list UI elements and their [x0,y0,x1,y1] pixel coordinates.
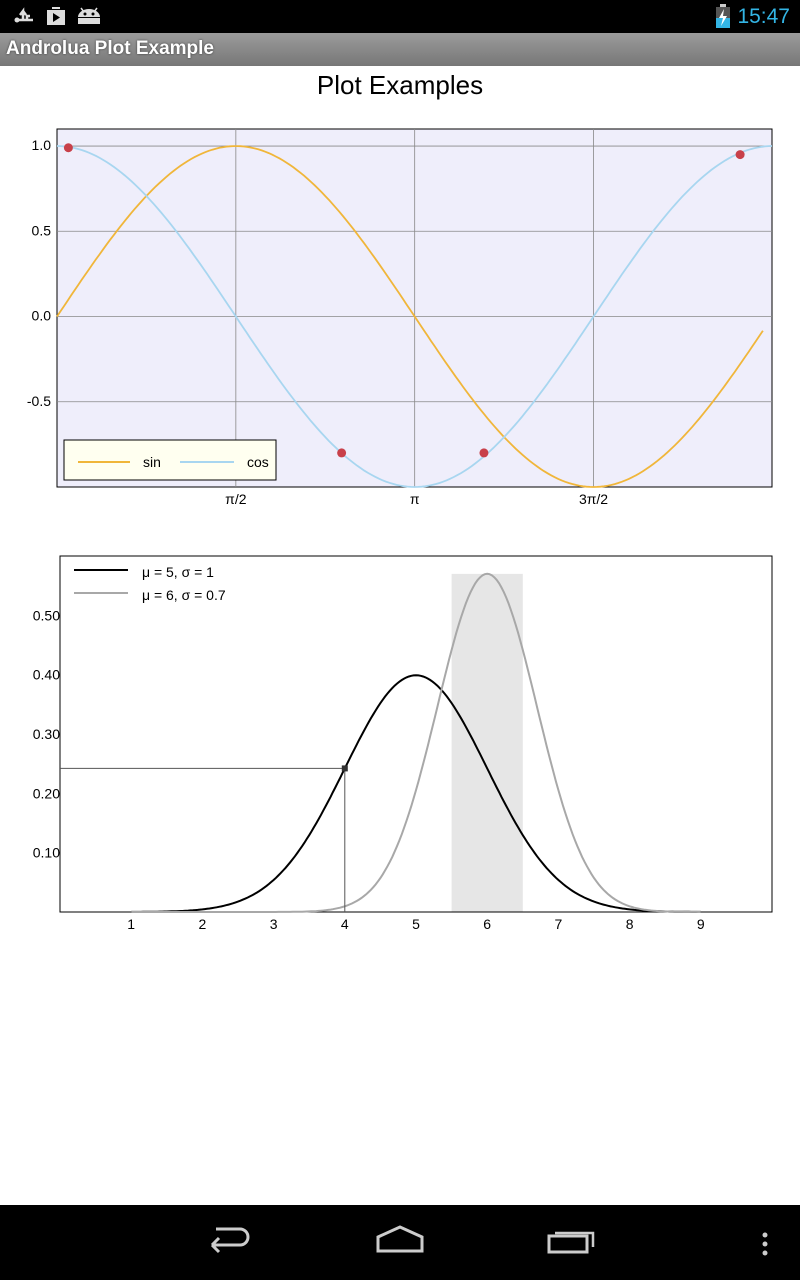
recent-apps-icon[interactable] [541,1205,601,1285]
normal-curve-series-1 [131,674,701,913]
y-tick-label: 0.10 [33,845,60,861]
data-point [479,448,489,458]
back-icon[interactable] [200,1205,260,1285]
x-tick-label: 1 [127,916,135,932]
legend-box [63,439,277,481]
y-tick-label: 0.5 [32,222,52,238]
shaded-region [451,573,523,912]
navigation-bar [0,1205,800,1280]
y-tick-label: 1.0 [32,137,52,153]
data-point [735,150,745,160]
play-store-icon [45,6,67,31]
x-tick-label: 9 [697,916,705,932]
x-tick-label: 6 [483,916,491,932]
data-point [337,448,347,458]
x-tick-label: 8 [626,916,634,932]
y-tick-label: 0.0 [32,308,52,324]
legend-label-cos: cos [247,454,269,470]
normal-distribution-chart: 1 2 3 4 5 6 7 8 9 0.10 0.20 0.30 0.40 0.50 μ = 5, σ =… [33,555,773,932]
trig-chart: π/2 π 3π/2 1.0 0.5 0.0 -0.5 sin cos [27,128,773,507]
cos-series-line [56,145,773,488]
action-bar: Androlua Plot Example [0,33,800,66]
x-tick-label: 2 [199,916,207,932]
status-bar: 15:47 [0,0,800,33]
y-tick-label: -0.5 [27,393,51,409]
page-title: Plot Examples [316,70,484,100]
usb-icon [14,6,36,31]
x-tick-label: 7 [555,916,563,932]
y-tick-label: 0.20 [33,785,60,801]
y-tick-label: 0.30 [33,726,60,742]
clock: 15:47 [737,5,790,28]
app-title: Androlua Plot Example [6,38,214,59]
x-tick-label: π/2 [225,491,247,507]
marker-point [341,765,348,772]
legend-label-1: μ = 5, σ = 1 [142,564,214,580]
plot-frame [59,555,773,913]
x-tick-label: 5 [412,916,420,932]
android-icon [76,6,102,31]
x-tick-label: π [410,491,420,507]
y-tick-label: 0.40 [33,667,60,683]
home-icon[interactable] [370,1205,430,1285]
data-point [63,143,73,153]
x-tick-label: 4 [341,916,349,932]
normal-curve-series-2 [131,572,701,913]
legend-label-sin: sin [143,454,161,470]
x-tick-label: 3 [270,916,278,932]
y-tick-label: 0.50 [33,607,60,623]
x-tick-label: 3π/2 [579,491,608,507]
battery-charging-icon [716,4,730,33]
legend-label-2: μ = 6, σ = 0.7 [142,587,226,603]
overflow-menu-icon[interactable] [755,1205,775,1285]
sin-series-line [56,145,764,488]
